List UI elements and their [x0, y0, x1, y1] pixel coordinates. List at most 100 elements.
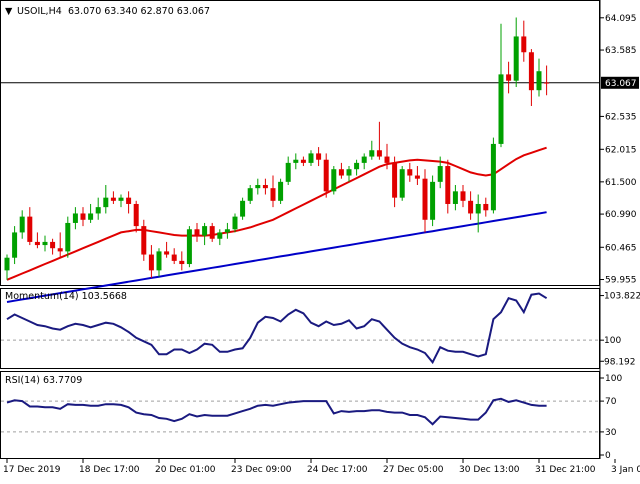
candle-body — [270, 188, 276, 201]
candle-body — [217, 232, 223, 239]
momentum-tick-label: 98.192 — [604, 357, 636, 367]
time-tick-label: 24 Dec 17:00 — [307, 465, 368, 475]
time-tick-label: 17 Dec 2019 — [3, 465, 61, 475]
main-panel-frame — [0, 0, 600, 286]
candle-body — [171, 254, 177, 261]
candle-body — [506, 74, 512, 81]
price-tick-label: 64.095 — [605, 14, 637, 24]
rsi-tick-label: 30 — [605, 428, 617, 438]
fast-moving-average-line — [6, 146, 547, 281]
price-tick-label: 62.535 — [605, 112, 637, 122]
current-price-tag — [601, 76, 639, 89]
rsi-line — [6, 397, 547, 426]
candle-body — [414, 175, 420, 179]
candle-body — [407, 169, 413, 176]
candle-body — [376, 150, 382, 157]
candle-body — [224, 229, 230, 233]
candle-body — [133, 203, 139, 227]
candle-body — [262, 185, 268, 189]
candle-body — [232, 216, 238, 230]
time-axis: 17 Dec 2019 18 Dec 17:00 20 Dec 01:00 23 De… — [3, 459, 640, 475]
candle-body — [399, 169, 405, 198]
ohlc-label: 63.070 63.340 62.870 63.067 — [68, 6, 210, 17]
momentum-line — [6, 292, 548, 365]
candle-body — [4, 257, 10, 271]
candle-body — [430, 181, 436, 220]
candle-body — [278, 181, 284, 201]
candle-body — [103, 197, 109, 208]
candle-body — [422, 178, 428, 220]
candle-body — [528, 52, 534, 91]
candle-body — [323, 159, 329, 192]
candle-body — [475, 203, 481, 214]
candle-body — [42, 241, 48, 246]
candle-body — [95, 207, 101, 214]
candle-body — [293, 159, 299, 163]
candle-body — [338, 169, 344, 176]
candle-body — [255, 185, 261, 189]
candle-body — [110, 197, 116, 201]
slow-moving-average-line — [6, 211, 547, 303]
candle-body — [118, 197, 124, 201]
candle-body — [354, 162, 360, 170]
rsi-label: RSI(14) 63.7709 — [5, 375, 82, 386]
price-tick-label: 59.955 — [605, 276, 637, 286]
candle-body — [316, 153, 322, 160]
candle-body — [300, 159, 306, 163]
candle-body — [361, 156, 367, 163]
candle-body — [536, 71, 542, 91]
candle-body — [521, 36, 527, 53]
collapse-triangle-icon[interactable]: ▼ — [5, 6, 13, 17]
candle-body — [437, 166, 443, 182]
candle-body — [445, 166, 451, 204]
candle-body — [50, 241, 56, 249]
candle-body — [483, 203, 489, 211]
candle-body — [240, 200, 246, 217]
time-tick-label: 18 Dec 17:00 — [79, 465, 140, 475]
price-tick-label: 63.585 — [605, 46, 637, 56]
time-tick-label: 27 Dec 05:00 — [383, 465, 444, 475]
price-tick-label: 60.990 — [605, 210, 637, 220]
candle-body — [452, 191, 458, 204]
current-price-label: 63.067 — [605, 79, 637, 89]
candle-body — [490, 143, 496, 211]
candle-body — [209, 226, 215, 239]
candle-body — [544, 82, 550, 84]
candle-body — [179, 260, 185, 265]
candle-body — [331, 169, 337, 192]
candle-body — [57, 248, 63, 252]
candle-body — [34, 241, 40, 246]
candle-body — [156, 251, 162, 271]
momentum-label: Momentum(14) 103.5668 — [5, 291, 127, 302]
momentum-panel: 103.8227 100 98.192 — [1, 292, 640, 367]
rsi-tick-label: 0 — [605, 451, 611, 461]
candle-body — [27, 216, 33, 242]
candle-body — [513, 36, 519, 81]
time-tick-label: 30 Dec 13:00 — [459, 465, 520, 475]
price-tick-label: 62.015 — [605, 145, 637, 155]
candle-body — [194, 229, 200, 236]
rsi-tick-label: 100 — [605, 374, 622, 384]
time-tick-label: 20 Dec 01:00 — [155, 465, 216, 475]
time-tick-label: 23 Dec 09:00 — [231, 465, 292, 475]
symbol-label: USOIL,H4 — [17, 6, 62, 17]
rsi-tick-label: 70 — [605, 397, 617, 407]
candle-body — [369, 150, 375, 157]
candle-body — [392, 162, 398, 198]
candle-body — [72, 213, 78, 223]
time-tick-label: 3 Jan 05:00 — [611, 465, 640, 475]
candle-body — [285, 162, 291, 182]
candle-body — [126, 197, 132, 204]
candle-body — [308, 153, 314, 163]
candle-body — [88, 213, 94, 220]
main-panel: 64.095 63.585 62.535 62.015 61.500 60.990 60.4… — [1, 14, 639, 303]
candle-body — [247, 188, 253, 201]
rsi-panel: 100 70 30 0 — [1, 374, 622, 461]
candle-body — [186, 229, 192, 265]
candle-body — [460, 191, 466, 201]
candle-body — [384, 156, 390, 163]
candle-body — [164, 251, 170, 255]
price-tick-label: 60.465 — [605, 243, 637, 253]
